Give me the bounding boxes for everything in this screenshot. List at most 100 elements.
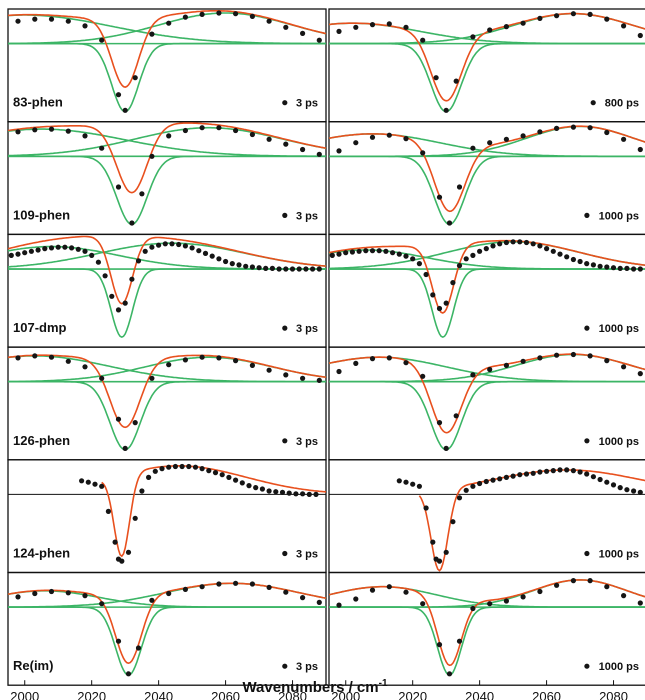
time-label: 3 ps bbox=[296, 210, 318, 222]
data-point bbox=[624, 487, 630, 493]
component-curve bbox=[8, 606, 326, 677]
spectrum-panel: 124-phen 3 ps bbox=[7, 459, 327, 574]
data-point bbox=[65, 358, 71, 364]
data-point bbox=[617, 485, 623, 491]
data-point bbox=[82, 593, 88, 599]
data-point bbox=[189, 245, 195, 251]
data-point bbox=[95, 259, 101, 265]
data-point bbox=[132, 75, 138, 81]
data-point bbox=[149, 153, 155, 159]
data-point bbox=[336, 602, 342, 608]
data-point bbox=[497, 241, 503, 247]
data-point bbox=[436, 305, 443, 312]
data-point bbox=[156, 242, 162, 248]
data-point bbox=[349, 249, 355, 255]
data-point bbox=[166, 362, 172, 368]
component-curve bbox=[8, 126, 327, 157]
data-point bbox=[182, 127, 188, 134]
data-point bbox=[199, 11, 205, 17]
data-point bbox=[99, 37, 105, 43]
data-point bbox=[199, 354, 205, 360]
data-point bbox=[577, 258, 583, 265]
data-point bbox=[115, 638, 122, 644]
x-axis: 2000 2020 2040 2060 2080 2000 2020 2040 2060 2080 bbox=[10, 680, 628, 700]
data-point bbox=[15, 18, 21, 24]
data-point bbox=[617, 265, 623, 271]
data-point bbox=[386, 21, 392, 27]
data-point bbox=[42, 246, 48, 252]
data-point bbox=[403, 589, 409, 595]
data-point bbox=[590, 474, 597, 480]
data-point bbox=[28, 248, 34, 254]
data-point bbox=[456, 638, 463, 644]
spectrum-panel: 83-phen 3 ps bbox=[7, 8, 327, 123]
data-point bbox=[62, 244, 68, 250]
data-point bbox=[249, 362, 255, 368]
data-point bbox=[390, 250, 396, 256]
data-point bbox=[537, 355, 543, 361]
data-point bbox=[584, 261, 590, 267]
data-point bbox=[487, 601, 493, 607]
data-point bbox=[209, 253, 215, 259]
component-curve bbox=[329, 241, 645, 270]
data-point bbox=[32, 16, 38, 22]
data-point bbox=[259, 486, 265, 492]
x-tick-label: 2080 bbox=[599, 689, 628, 700]
data-point bbox=[604, 129, 610, 136]
data-point bbox=[89, 252, 95, 258]
data-point bbox=[336, 28, 342, 34]
fit-curve bbox=[328, 125, 645, 213]
data-point bbox=[584, 471, 590, 477]
data-point bbox=[523, 239, 530, 246]
data-point bbox=[420, 601, 426, 607]
data-point bbox=[35, 247, 41, 253]
time-label: 3 ps bbox=[296, 661, 318, 673]
data-point bbox=[142, 248, 148, 254]
data-point bbox=[503, 24, 509, 30]
time-marker bbox=[282, 663, 288, 669]
data-point bbox=[99, 601, 105, 607]
data-point bbox=[233, 477, 239, 483]
data-point bbox=[557, 467, 563, 473]
data-point bbox=[253, 485, 259, 491]
fit-curve bbox=[328, 239, 645, 314]
component-curve bbox=[329, 380, 645, 451]
data-point bbox=[587, 353, 593, 359]
panel-label: 83-phen bbox=[13, 95, 63, 110]
panel-label: 126-phen bbox=[13, 433, 70, 448]
fit-curve bbox=[7, 235, 327, 305]
data-point bbox=[621, 593, 627, 599]
data-point bbox=[115, 307, 122, 313]
data-point bbox=[530, 470, 536, 476]
time-label: 3 ps bbox=[296, 436, 318, 448]
data-point bbox=[604, 358, 610, 364]
data-point bbox=[353, 140, 359, 146]
data-point bbox=[216, 355, 222, 361]
data-point bbox=[266, 367, 272, 373]
data-point bbox=[446, 220, 453, 226]
data-point bbox=[336, 368, 342, 375]
data-point bbox=[353, 24, 359, 30]
data-point bbox=[554, 352, 560, 358]
data-point bbox=[122, 300, 128, 306]
data-point bbox=[570, 256, 577, 263]
data-point bbox=[564, 254, 570, 260]
data-point bbox=[82, 23, 88, 29]
data-point bbox=[470, 145, 476, 151]
data-point bbox=[115, 92, 122, 98]
data-point bbox=[487, 366, 493, 373]
time-label: 1000 ps bbox=[599, 661, 639, 673]
data-point bbox=[590, 262, 597, 268]
data-point bbox=[206, 468, 212, 474]
data-point bbox=[159, 466, 165, 472]
data-point bbox=[443, 549, 449, 555]
data-point bbox=[179, 463, 185, 470]
data-point bbox=[122, 107, 128, 113]
data-point bbox=[386, 132, 392, 138]
x-tick-label: 2060 bbox=[211, 689, 240, 700]
data-point bbox=[162, 241, 168, 247]
data-point bbox=[125, 549, 132, 555]
component-curve bbox=[328, 133, 645, 158]
data-point bbox=[610, 265, 617, 271]
